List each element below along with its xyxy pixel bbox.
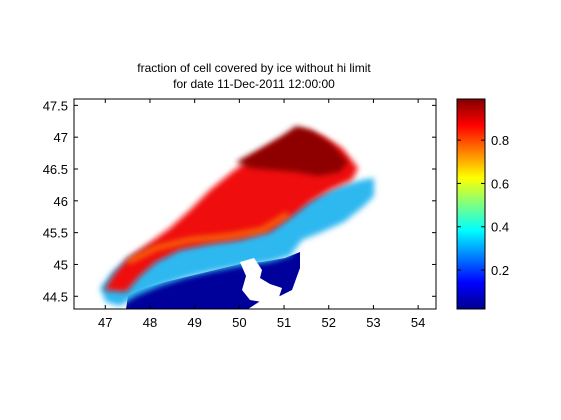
x-tick-label: 50: [232, 315, 246, 330]
y-tick-label: 45: [54, 257, 68, 272]
x-tick-label: 51: [277, 315, 291, 330]
x-tick-label: 47: [98, 315, 112, 330]
colorbar: [456, 98, 486, 310]
colorbar-tick-label: 0.8: [491, 133, 509, 148]
chart-subtitle: for date 11-Dec-2011 12:00:00: [173, 77, 335, 91]
plot-frame: [73, 98, 437, 310]
y-tick-label: 45.5: [43, 226, 68, 241]
chart-title: fraction of cell covered by ice without …: [137, 61, 371, 75]
colorbar-tick-label: 0.2: [491, 263, 509, 278]
x-tick-label: 49: [187, 315, 201, 330]
y-tick-label: 46: [54, 194, 68, 209]
x-tick-label: 52: [322, 315, 336, 330]
colorbar-tick-label: 0.6: [491, 176, 509, 191]
heatmap-field: [100, 126, 374, 309]
heatmap-mid-region: [100, 178, 374, 306]
x-tick-label: 48: [143, 315, 157, 330]
y-tick-label: 47: [54, 130, 68, 145]
heatmap-peak-region: [236, 126, 348, 176]
y-tick-label: 47.5: [43, 98, 68, 113]
y-axis: 44.5 45 45.5 46 46.5 47 47.5: [43, 98, 436, 304]
heatmap-nodata-region: [240, 258, 282, 302]
colorbar-tick-label: 0.4: [491, 220, 509, 235]
y-tick-label: 44.5: [43, 289, 68, 304]
x-tick-label: 54: [411, 315, 425, 330]
heatmap-transition-band: [126, 211, 290, 265]
y-tick-label: 46.5: [43, 162, 68, 177]
x-tick-label: 53: [366, 315, 380, 330]
x-axis: 47 48 49 50 51 52 53 54: [98, 99, 425, 330]
colorbar-axis: 0.2 0.4 0.6 0.8: [457, 133, 509, 278]
